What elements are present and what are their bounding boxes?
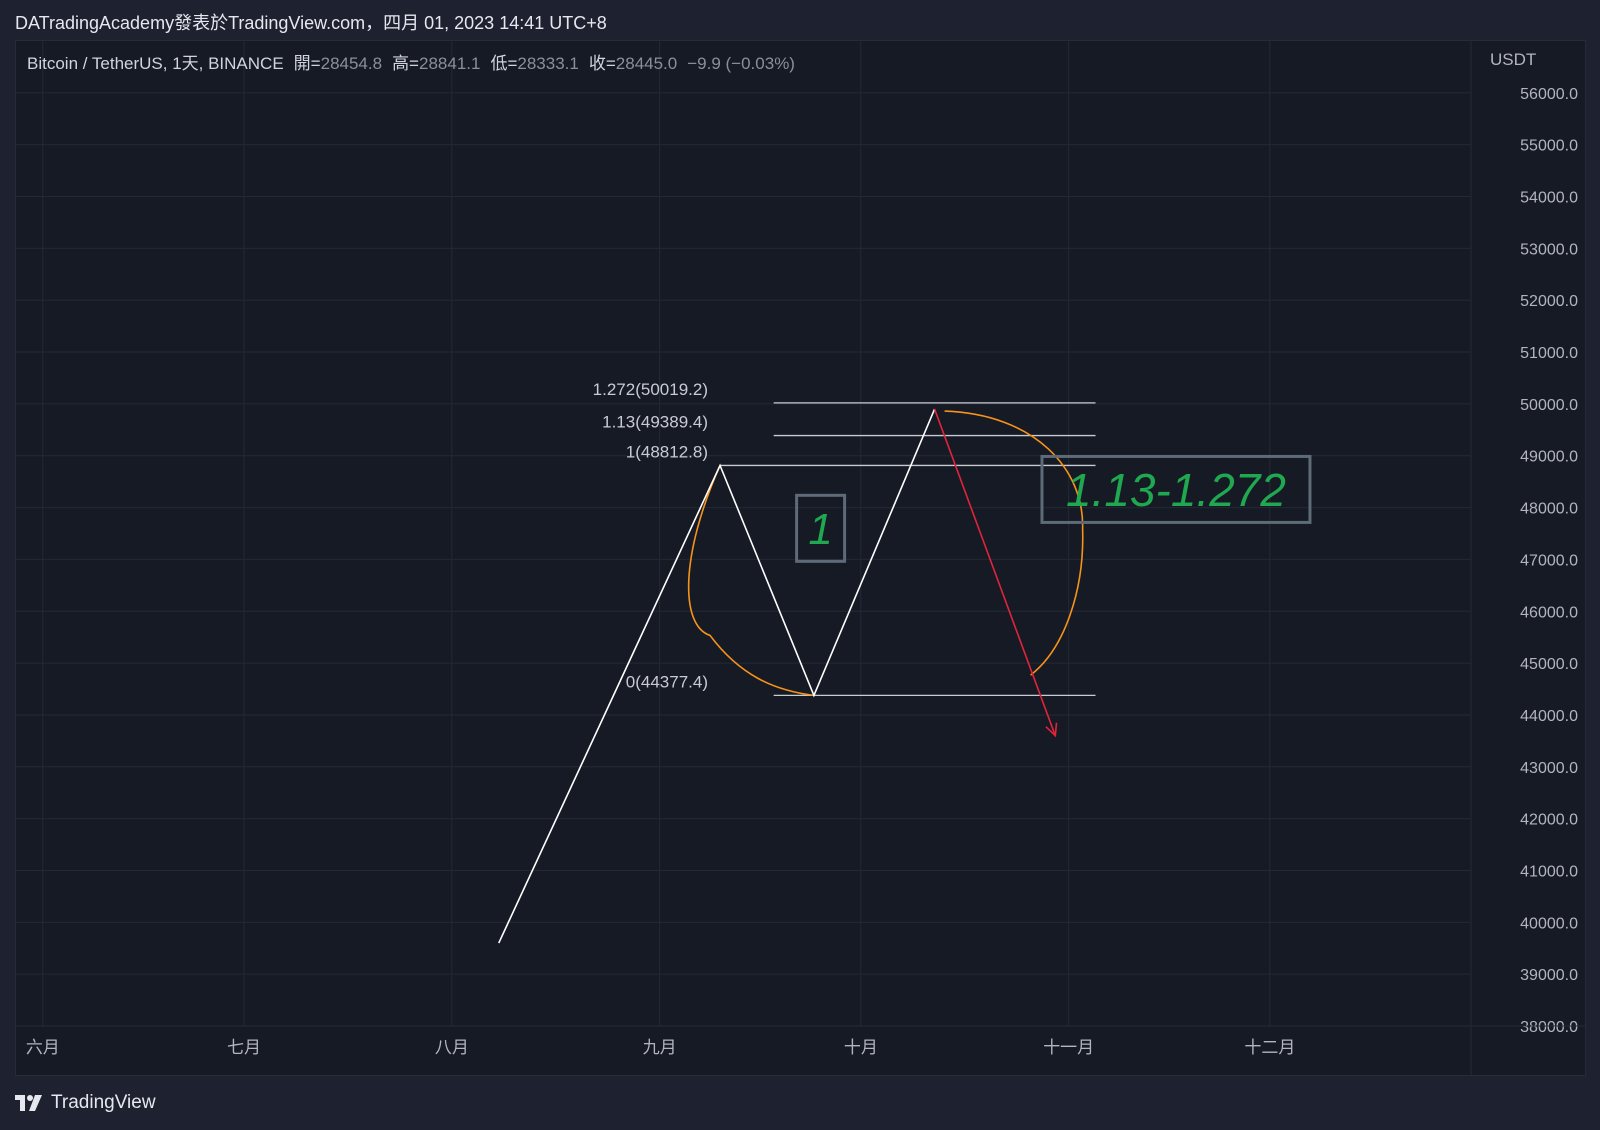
ohlc-value: 28454.8	[321, 54, 382, 73]
fib-level-label: 1(48812.8)	[626, 442, 708, 461]
price-tick-label: 49000.0	[1520, 449, 1578, 466]
price-tick-label: 50000.0	[1520, 397, 1578, 414]
ohlc-label: 高=	[392, 54, 419, 73]
annotation-box	[1040, 454, 1312, 524]
symbol-name: Bitcoin / TetherUS, 1天, BINANCE	[27, 54, 284, 73]
price-change: −9.9 (−0.03%)	[687, 54, 795, 73]
price-tick-label: 43000.0	[1520, 760, 1578, 777]
ohlc-value: 28445.0	[616, 54, 677, 73]
symbol-legend: Bitcoin / TetherUS, 1天, BINANCE 開=28454.8…	[27, 54, 795, 73]
price-tick-label: 46000.0	[1520, 604, 1578, 621]
annotation-label: 1.13-1.272	[1066, 464, 1286, 516]
price-tick-label: 45000.0	[1520, 656, 1578, 673]
target-zone-ellipse	[944, 410, 1084, 676]
chart-pane[interactable]: 56000.0 55000.0 54000.0 53000.0 52000.0 51000…	[15, 40, 1586, 1076]
ohlc-label: 開=	[294, 54, 321, 73]
time-tick-label: 十二月	[1244, 1038, 1295, 1057]
fib-level-label: 1.272(50019.2)	[593, 380, 708, 399]
price-tick-label: 54000.0	[1520, 190, 1578, 207]
time-tick-label: 七月	[227, 1038, 261, 1057]
price-tick-label: 52000.0	[1520, 293, 1578, 310]
ohlc-value: 28333.1	[517, 54, 578, 73]
publish-header: DATradingAcademy發表於TradingView.com，四月 01…	[15, 10, 607, 36]
price-tick-label: 38000.0	[1520, 1019, 1578, 1036]
price-tick-label: 55000.0	[1520, 138, 1578, 155]
tradingview-footer[interactable]: TradingView	[15, 1090, 156, 1116]
fib-level-label: 0(44377.4)	[626, 672, 708, 691]
price-tick-label: 40000.0	[1520, 915, 1578, 932]
projection-arrowhead	[1045, 722, 1058, 738]
time-tick-label: 六月	[26, 1038, 60, 1057]
time-tick-label: 九月	[643, 1038, 677, 1057]
fib-level-label: 1.13(49389.4)	[602, 413, 708, 432]
time-tick-label: 八月	[435, 1038, 469, 1057]
ohlc-label: 收=	[589, 54, 616, 73]
price-tick-label: 53000.0	[1520, 241, 1578, 258]
price-tick-label: 56000.0	[1520, 86, 1578, 103]
price-unit-label: USDT	[1490, 50, 1536, 69]
time-tick-label: 十月	[844, 1038, 878, 1057]
price-tick-label: 44000.0	[1520, 708, 1578, 725]
footer-brand: TradingView	[51, 1092, 156, 1113]
price-tick-label: 51000.0	[1520, 345, 1578, 362]
ohlc-label: 低=	[490, 54, 517, 73]
time-tick-label: 十一月	[1043, 1038, 1094, 1057]
price-tick-label: 48000.0	[1520, 501, 1578, 518]
ohlc-value: 28841.1	[419, 54, 480, 73]
wave-1-ellipse	[687, 465, 815, 697]
price-tick-label: 41000.0	[1520, 863, 1578, 880]
projection-arrow	[933, 408, 1057, 736]
publish-title: DATradingAcademy發表於TradingView.com，四月 01…	[15, 13, 607, 33]
price-tick-label: 39000.0	[1520, 967, 1578, 984]
price-chart[interactable]: 56000.0 55000.0 54000.0 53000.0 52000.0 51000…	[16, 41, 1585, 1075]
wave-path-line	[498, 408, 936, 944]
annotation-label: 1	[808, 505, 832, 554]
tradingview-logo-icon	[15, 1095, 42, 1111]
annotation-box	[795, 493, 847, 563]
price-tick-label: 42000.0	[1520, 812, 1578, 829]
price-tick-label: 47000.0	[1520, 552, 1578, 569]
